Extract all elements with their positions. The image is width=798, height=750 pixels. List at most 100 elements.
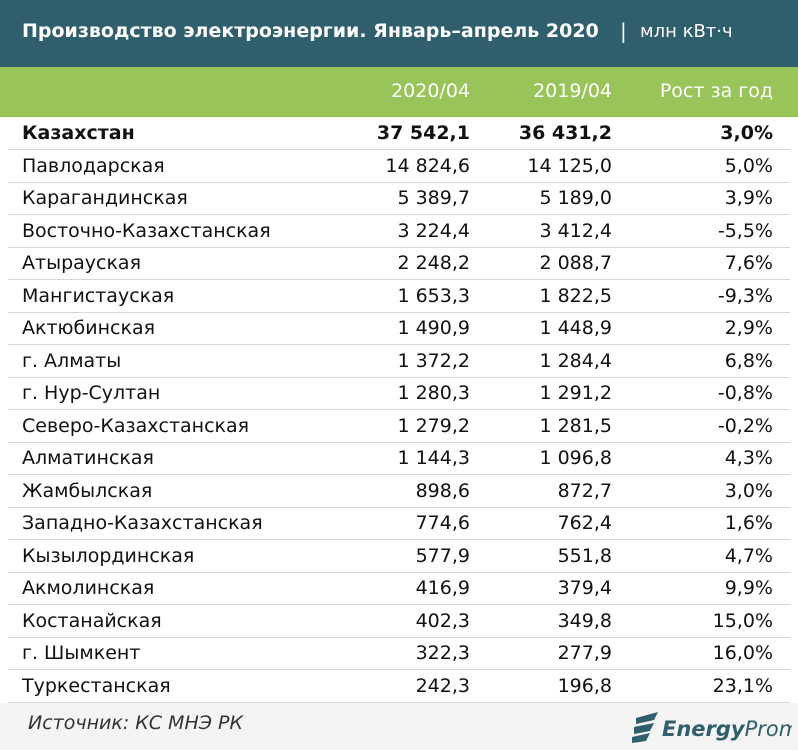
value-cell: 551,8: [557, 544, 612, 567]
value-cell: 2 088,7: [539, 252, 612, 274]
value-cell: 1 284,4: [539, 349, 612, 372]
region-name: г. Нур-Султан: [22, 382, 161, 404]
region-name: Атырауская: [22, 252, 142, 274]
value-cell: 16,0%: [712, 642, 773, 664]
value-cell: 277,9: [557, 642, 612, 664]
value-cell: 23,1%: [712, 674, 773, 697]
region-name: Северо-Казахстанская: [22, 414, 250, 437]
value-cell: -0,2%: [717, 414, 773, 437]
value-cell: 1 280,3: [397, 382, 470, 404]
value-cell: 242,3: [415, 674, 470, 697]
region-name: Мангистауская: [22, 284, 175, 307]
logo-bold: Energy: [662, 717, 746, 741]
value-cell: 1 372,2: [397, 349, 470, 372]
value-cell: 196,8: [557, 674, 612, 697]
region-name: Павлодарская: [22, 154, 165, 177]
footer: [0, 703, 798, 750]
value-cell: 15,0%: [712, 609, 773, 632]
value-cell: 1 653,3: [397, 284, 470, 307]
value-cell: 1 144,3: [397, 447, 470, 469]
value-cell: 1 448,9: [539, 317, 612, 339]
logo: EnergyProm: [632, 712, 792, 743]
value-cell: 1 281,5: [539, 414, 612, 437]
value-cell: 379,4: [557, 577, 612, 599]
value-cell: 2 248,2: [397, 252, 470, 274]
region-name: г. Шымкент: [22, 642, 141, 664]
region-name: Кызылординская: [22, 544, 195, 567]
value-cell: 14 824,6: [385, 154, 470, 177]
value-cell: 762,4: [557, 512, 612, 534]
region-name: Актюбинская: [22, 317, 156, 339]
row-line: [8, 345, 790, 378]
row-line: [8, 182, 790, 215]
region-name: г. Алматы: [22, 349, 122, 372]
value-cell: 1,6%: [724, 512, 773, 534]
value-cell: 4,3%: [724, 447, 773, 469]
value-cell: 5,0%: [724, 154, 773, 177]
row-line: [8, 475, 790, 508]
row-line: [8, 150, 790, 183]
source: Источник: КС МНЭ РК: [28, 712, 243, 734]
value-cell: 5 389,7: [397, 187, 470, 209]
row-line: [8, 572, 790, 605]
value-cell: 2,9%: [724, 317, 773, 339]
region-name: Восточно-Казахстанская: [22, 219, 271, 242]
unit: млн кВт·ч: [640, 21, 733, 42]
value-cell: -0,8%: [717, 382, 773, 404]
logo-text: EnergyProm: [662, 717, 792, 741]
value-cell: 322,3: [415, 642, 470, 664]
value-cell: 774,6: [415, 512, 470, 534]
region-name: Костанайская: [22, 609, 162, 632]
value-cell: 3,0%: [720, 122, 773, 144]
value-cell: 1 096,8: [539, 447, 612, 469]
row-line: [8, 670, 790, 703]
row-line: [8, 637, 790, 670]
value-cell: 4,7%: [724, 544, 773, 567]
value-cell: 3 224,4: [397, 219, 470, 242]
row-line: [8, 540, 790, 573]
value-cell: 3,9%: [724, 187, 773, 209]
value-cell: 898,6: [415, 479, 470, 502]
row-line: [8, 280, 790, 313]
value-cell: 3 412,4: [539, 219, 612, 242]
row-line: [8, 215, 790, 248]
value-cell: 402,3: [415, 609, 470, 632]
value-cell: 3,0%: [724, 479, 773, 502]
row-line: [8, 507, 790, 540]
value-cell: 7,6%: [724, 252, 773, 274]
row-line: [8, 247, 790, 280]
value-cell: 1 822,5: [539, 284, 612, 307]
value-cell: 14 125,0: [527, 154, 612, 177]
header-row: [0, 67, 798, 117]
logo-light: Prom: [745, 717, 792, 741]
row-line: [8, 410, 790, 443]
value-cell: -9,3%: [717, 284, 773, 307]
column-header: 2019/04: [533, 80, 612, 102]
region-name: Западно-Казахстанская: [22, 512, 263, 534]
column-header: Рост за год: [659, 80, 773, 102]
row-line: [8, 117, 790, 150]
column-header: 2020/04: [391, 80, 470, 102]
value-cell: 416,9: [415, 577, 470, 599]
value-cell: 872,7: [557, 479, 612, 502]
region-name: Карагандинская: [22, 187, 188, 209]
value-cell: 36 431,2: [518, 122, 612, 144]
value-cell: 9,9%: [724, 577, 773, 599]
value-cell: 1 279,2: [397, 414, 470, 437]
region-name: Акмолинская: [22, 577, 155, 599]
value-cell: 5 189,0: [539, 187, 612, 209]
value-cell: 6,8%: [724, 349, 773, 372]
separator: |: [620, 19, 627, 43]
value-cell: -5,5%: [717, 219, 773, 242]
region-name: Казахстан: [22, 122, 135, 144]
row-line: [8, 442, 790, 475]
value-cell: 577,9: [415, 544, 470, 567]
title-band: Производство электроэнергии. Январь–апре…: [0, 0, 798, 67]
value-cell: 37 542,1: [376, 122, 470, 144]
value-cell: 349,8: [557, 609, 612, 632]
title: Производство электроэнергии. Январь–апре…: [22, 20, 599, 42]
value-cell: 1 291,2: [539, 382, 612, 404]
region-name: Туркестанская: [22, 674, 171, 697]
region-name: Алматинская: [22, 447, 154, 469]
